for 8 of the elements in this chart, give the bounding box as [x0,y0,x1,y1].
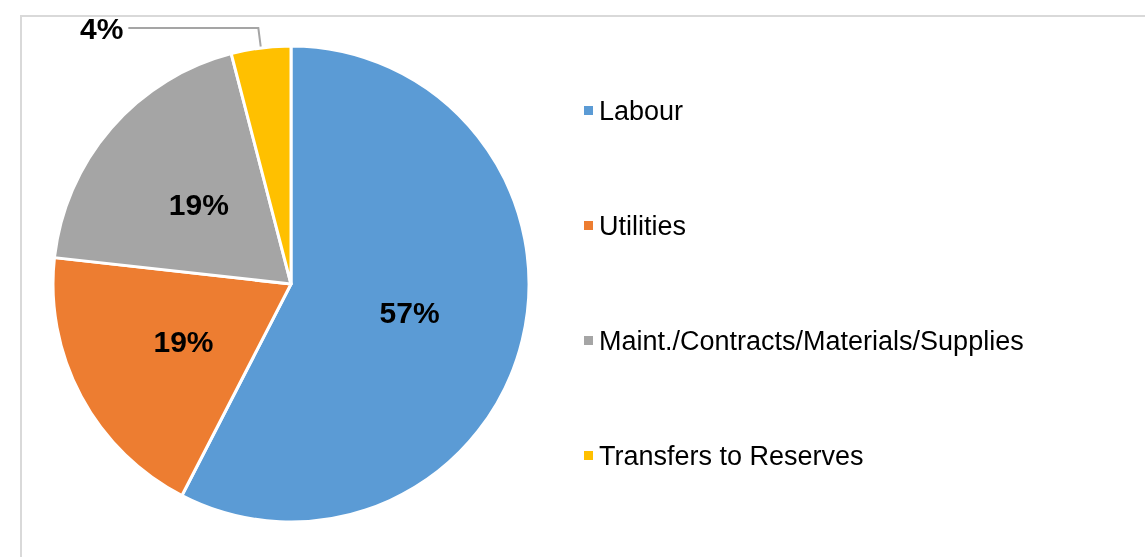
data-label: 4% [79,11,124,45]
legend-label: Maint./Contracts/Materials/Supplies [599,325,1024,356]
data-label: 19% [153,325,214,359]
legend-label: Transfers to Reserves [599,440,864,471]
data-label: 19% [168,187,229,221]
data-label: 57% [379,296,440,330]
legend-label: Labour [599,95,684,126]
legend-label: Utilities [599,210,687,241]
